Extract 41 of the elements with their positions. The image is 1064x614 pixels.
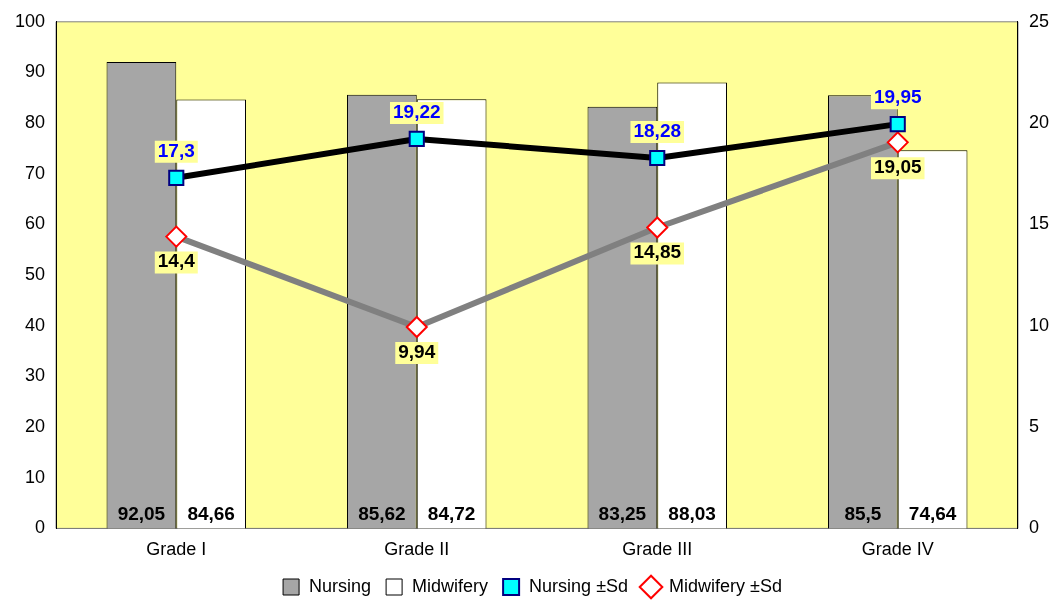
x-tick-label: Grade IV — [861, 539, 934, 560]
y-tick-label: 60 — [25, 213, 46, 234]
y-tick-label: 80 — [25, 112, 46, 133]
data-label: 74,64 — [908, 503, 957, 525]
data-label: 19,22 — [392, 100, 441, 122]
y-tick-label: 0 — [35, 517, 46, 538]
y-tick-label: 100 — [14, 10, 46, 31]
y2-tick-label: 15 — [1028, 213, 1050, 234]
y2-tick-label: 10 — [1028, 314, 1050, 335]
y2-tick-label: 0 — [1028, 517, 1039, 538]
y-tick-label: 50 — [25, 264, 46, 285]
data-label: 84,66 — [187, 503, 235, 525]
legend-label: Nursing ±Sd — [529, 575, 629, 596]
data-label: 19,95 — [873, 85, 922, 107]
y2-tick-label: 5 — [1028, 416, 1039, 437]
y-tick-label: 40 — [25, 314, 46, 335]
data-label: 85,5 — [844, 503, 882, 525]
data-label: 92,05 — [117, 503, 166, 525]
y-tick-label: 30 — [25, 365, 46, 386]
data-label: 19,05 — [873, 156, 922, 178]
legend-label: Midwifery ±Sd — [669, 575, 782, 596]
x-tick-label: Grade II — [384, 539, 450, 560]
data-label: 85,62 — [358, 503, 406, 525]
data-label: 18,28 — [633, 119, 682, 141]
data-label: 14,4 — [157, 250, 196, 272]
y-tick-label: 20 — [25, 416, 46, 437]
data-label: 88,03 — [668, 503, 716, 525]
data-label: 14,85 — [633, 241, 682, 263]
y2-tick-label: 25 — [1028, 10, 1050, 31]
y-tick-label: 10 — [25, 466, 46, 487]
y-tick-label: 70 — [25, 162, 46, 183]
x-tick-label: Grade III — [622, 539, 693, 560]
data-label: 9,94 — [398, 340, 436, 362]
data-label: 17,3 — [157, 139, 195, 161]
x-tick-label: Grade I — [146, 539, 207, 560]
legend-label: Nursing — [309, 575, 372, 596]
legend-label: Midwifery — [412, 575, 489, 596]
data-label: 84,72 — [427, 503, 476, 525]
y2-tick-label: 20 — [1028, 112, 1050, 133]
y-tick-label: 90 — [25, 61, 46, 82]
data-label: 83,25 — [598, 503, 647, 525]
